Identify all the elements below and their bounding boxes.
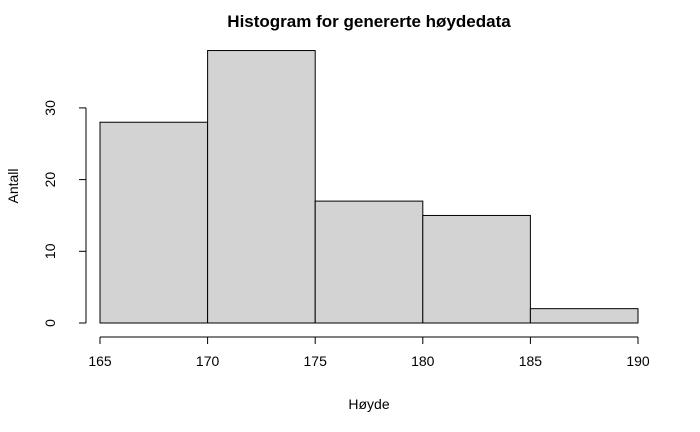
histogram-bar [207, 50, 316, 324]
histogram-bar [314, 200, 424, 324]
x-tick-label: 165 [88, 353, 112, 369]
x-tick-label: 180 [411, 353, 435, 369]
x-tick-label: 175 [304, 353, 328, 369]
y-axis: 0 10 20 30 [42, 100, 87, 327]
histogram-bars [99, 50, 639, 324]
x-axis: 165 170 175 180 185 190 [88, 336, 650, 369]
x-tick-label: 190 [626, 353, 650, 369]
y-tick-label: 20 [42, 172, 58, 188]
y-tick-label: 30 [42, 100, 58, 116]
histogram-bar [529, 308, 639, 324]
x-tick-label: 170 [196, 353, 220, 369]
y-tick-label: 0 [42, 319, 58, 327]
x-tick-label: 185 [519, 353, 543, 369]
y-tick-label: 10 [42, 243, 58, 259]
histogram-bar [99, 121, 209, 324]
histogram-bar [422, 214, 531, 324]
x-axis-label: Høyde [348, 396, 389, 412]
y-axis-label: Antall [5, 168, 21, 203]
chart-title: Histogram for genererte høydedata [227, 12, 511, 31]
